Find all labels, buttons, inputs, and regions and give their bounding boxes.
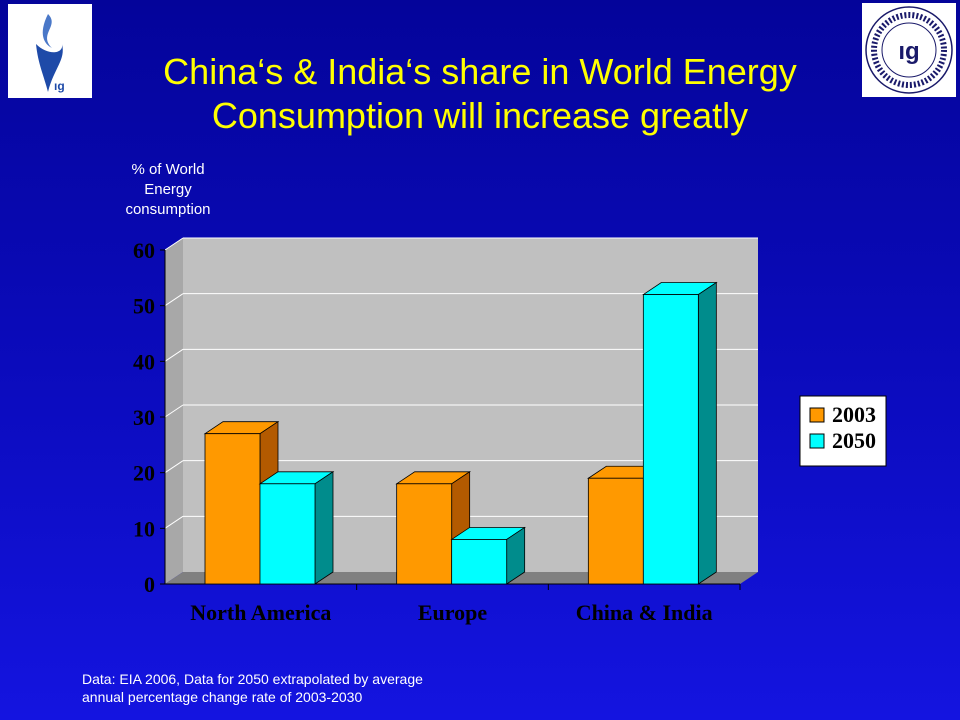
x-category-label: Europe	[418, 600, 488, 625]
x-category-label: China & India	[576, 600, 713, 625]
bar-side-2050-2	[697, 281, 717, 585]
svg-text:ıg: ıg	[898, 38, 919, 65]
y-axis-label-line: Energy	[144, 181, 192, 198]
igu-flame-logo: ıg	[8, 4, 92, 98]
flame-logo-icon: ıg	[36, 14, 65, 93]
bar-2003-1	[396, 483, 453, 585]
legend-swatch-2003	[809, 407, 825, 423]
data-source-footnote: Data: EIA 2006, Data for 2050 extrapolat…	[82, 670, 502, 706]
igu-seal-logo: ıg	[862, 3, 956, 97]
bar-2050-1	[451, 539, 508, 585]
bar-side-2050-0	[314, 471, 334, 585]
y-tick-label: 40	[133, 349, 155, 374]
slide-title: China‘s & India‘s share in World Energy …	[100, 50, 860, 138]
legend-label: 2003	[832, 402, 876, 427]
y-tick-label: 10	[133, 516, 155, 541]
bar-2003-2	[587, 477, 644, 585]
title-line-2: Consumption will increase greatly	[211, 95, 749, 136]
x-category-label: North America	[190, 600, 331, 625]
gridline	[164, 404, 184, 418]
svg-text:ıg: ıg	[54, 79, 65, 93]
bar-2050-0	[259, 483, 316, 585]
y-tick-label: 0	[144, 572, 155, 597]
y-axis-label-line: % of World	[131, 161, 205, 178]
y-axis-label: % of World Energy consumption	[98, 160, 238, 220]
bar-2003-0	[204, 433, 261, 585]
gridline	[164, 293, 184, 307]
footnote-line: Data: EIA 2006, Data for 2050 extrapolat…	[82, 671, 423, 687]
legend-swatch-2050	[809, 433, 825, 449]
gridline	[164, 348, 184, 362]
gridline	[164, 515, 184, 529]
igu-seal-icon: ıg	[865, 6, 953, 94]
gridline	[164, 460, 184, 474]
title-line-1: China‘s & India‘s share in World Energy	[163, 51, 797, 92]
y-tick-label: 20	[133, 461, 155, 486]
y-tick-label: 50	[133, 294, 155, 319]
bar-2050-2	[642, 294, 699, 585]
y-axis-label-line: consumption	[125, 201, 211, 218]
legend-label: 2050	[832, 428, 876, 453]
gridline	[164, 237, 184, 251]
y-tick-label: 60	[133, 238, 155, 263]
y-tick-label: 30	[133, 405, 155, 430]
footnote-line: annual percentage change rate of 2003-20…	[82, 689, 363, 705]
